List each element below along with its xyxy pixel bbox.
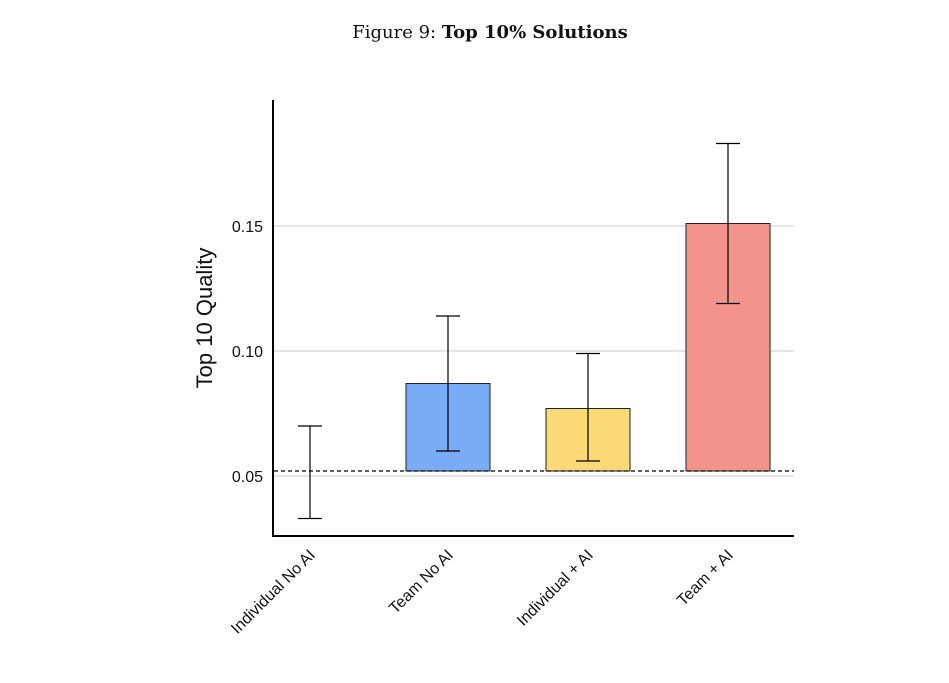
- figure-prefix: Figure 9:: [352, 22, 437, 43]
- axis-layer: [272, 100, 794, 537]
- y-axis-label: Top 10 Quality: [192, 248, 217, 389]
- x-tick-label: Individual No AI: [228, 547, 319, 638]
- figure-title: Figure 9: Top 10% Solutions: [0, 22, 949, 43]
- y-tick-label: 0.15: [232, 219, 263, 236]
- x-tick-label: Team No AI: [386, 547, 457, 618]
- y-tick-label: 0.10: [232, 344, 263, 361]
- x-tick-label: Individual + AI: [514, 547, 597, 630]
- figure-title-text: Top 10% Solutions: [441, 22, 628, 43]
- bar-layer: [274, 142, 794, 520]
- x-tick-label: Team + AI: [674, 547, 737, 610]
- y-tick-label: 0.05: [232, 469, 263, 486]
